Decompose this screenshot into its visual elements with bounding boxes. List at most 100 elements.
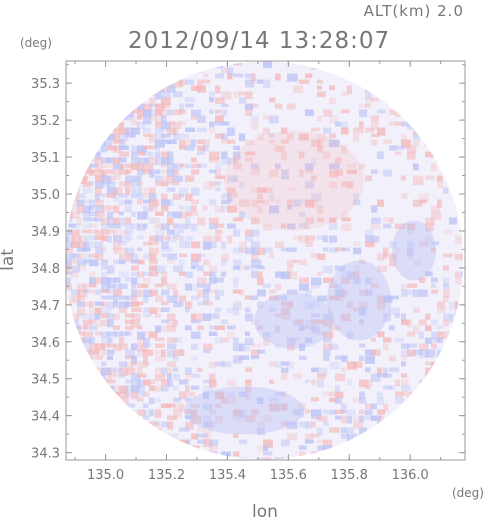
negative-cell xyxy=(208,277,218,284)
positive-cell xyxy=(106,145,117,151)
positive-cell xyxy=(172,169,180,176)
positive-cell xyxy=(70,259,79,264)
negative-cell xyxy=(112,295,119,304)
positive-cell xyxy=(184,139,193,147)
negative-cell xyxy=(94,313,101,320)
negative-cell xyxy=(118,271,130,279)
negative-cell xyxy=(442,157,454,165)
negative-cell xyxy=(148,151,154,160)
positive-cell xyxy=(202,181,214,190)
negative-cell xyxy=(406,247,414,256)
negative-cell xyxy=(124,175,131,184)
positive-cell xyxy=(256,187,267,193)
negative-cell xyxy=(106,223,114,229)
negative-cell xyxy=(106,181,116,189)
negative-cell xyxy=(112,367,124,373)
positive-cell xyxy=(94,139,101,145)
negative-cell xyxy=(106,289,115,294)
positive-cell xyxy=(136,361,148,368)
positive-cell xyxy=(118,391,129,399)
negative-cell xyxy=(220,157,231,165)
negative-cell xyxy=(124,349,136,358)
positive-cell xyxy=(154,295,164,302)
positive-cell xyxy=(202,259,211,266)
positive-cell xyxy=(130,313,141,322)
positive-cell xyxy=(154,121,162,128)
positive-cell xyxy=(406,391,418,398)
negative-cell xyxy=(88,241,96,249)
positive-cell xyxy=(160,169,168,174)
positive-cell xyxy=(412,307,420,313)
negative-cell xyxy=(184,439,191,445)
positive-cell xyxy=(352,415,363,423)
positive-cell xyxy=(310,397,320,402)
positive-cell xyxy=(190,415,202,424)
positive-cell xyxy=(208,217,219,225)
negative-cell xyxy=(184,145,195,151)
positive-cell xyxy=(196,139,205,144)
positive-cell xyxy=(394,121,406,126)
negative-cell xyxy=(256,265,265,270)
positive-cell xyxy=(346,91,353,96)
negative-cell xyxy=(238,97,247,104)
positive-cell xyxy=(130,109,141,114)
negative-cell xyxy=(208,241,217,249)
negative-cell xyxy=(184,307,190,313)
positive-cell xyxy=(202,439,213,448)
positive-cell xyxy=(316,133,327,142)
negative-cell xyxy=(250,265,258,274)
x-tick-label: 135.0 xyxy=(87,468,124,483)
positive-cell xyxy=(346,163,356,168)
negative-cell xyxy=(316,235,324,241)
positive-cell xyxy=(226,397,238,405)
negative-cell xyxy=(406,229,414,235)
positive-cell xyxy=(94,229,105,237)
positive-cell xyxy=(442,331,454,340)
negative-cell xyxy=(322,355,330,361)
positive-cell xyxy=(112,217,120,226)
positive-cell xyxy=(436,199,442,208)
negative-cell xyxy=(130,223,140,230)
positive-cell xyxy=(250,343,262,348)
positive-cell xyxy=(160,103,171,108)
positive-cell xyxy=(418,379,430,385)
positive-cell xyxy=(178,439,190,445)
negative-cell xyxy=(394,145,405,150)
negative-cell xyxy=(142,223,148,229)
negative-cell xyxy=(214,61,224,69)
negative-cell xyxy=(64,259,72,267)
negative-cell xyxy=(214,121,226,126)
positive-cell xyxy=(424,175,435,181)
positive-cell xyxy=(118,121,124,130)
negative-cell xyxy=(202,385,214,393)
negative-cell xyxy=(64,277,71,286)
negative-cell xyxy=(358,445,366,453)
negative-cell xyxy=(232,307,239,316)
positive-cell xyxy=(304,169,314,174)
negative-cell xyxy=(196,439,207,444)
positive-cell xyxy=(142,145,150,150)
positive-cell xyxy=(148,247,160,254)
positive-cell xyxy=(316,79,323,84)
negative-cell xyxy=(184,415,194,420)
positive-cell xyxy=(136,397,144,402)
negative-cell xyxy=(232,229,240,237)
positive-cell xyxy=(202,205,208,211)
positive-cell xyxy=(160,85,169,92)
positive-cell xyxy=(196,145,206,152)
negative-cell xyxy=(184,397,191,403)
negative-cell xyxy=(238,355,249,360)
positive-cell xyxy=(340,313,351,322)
negative-cell xyxy=(82,211,91,218)
negative-cell xyxy=(184,205,195,212)
positive-cell xyxy=(148,385,156,392)
negative-cell xyxy=(196,283,204,288)
negative-cell xyxy=(190,331,201,339)
y-tick-label: 34.5 xyxy=(31,373,60,388)
positive-cell xyxy=(262,199,270,205)
negative-cell xyxy=(160,223,170,231)
positive-cell xyxy=(298,451,306,459)
positive-cell xyxy=(94,367,106,376)
negative-cell xyxy=(196,163,207,169)
positive-cell xyxy=(208,157,220,163)
